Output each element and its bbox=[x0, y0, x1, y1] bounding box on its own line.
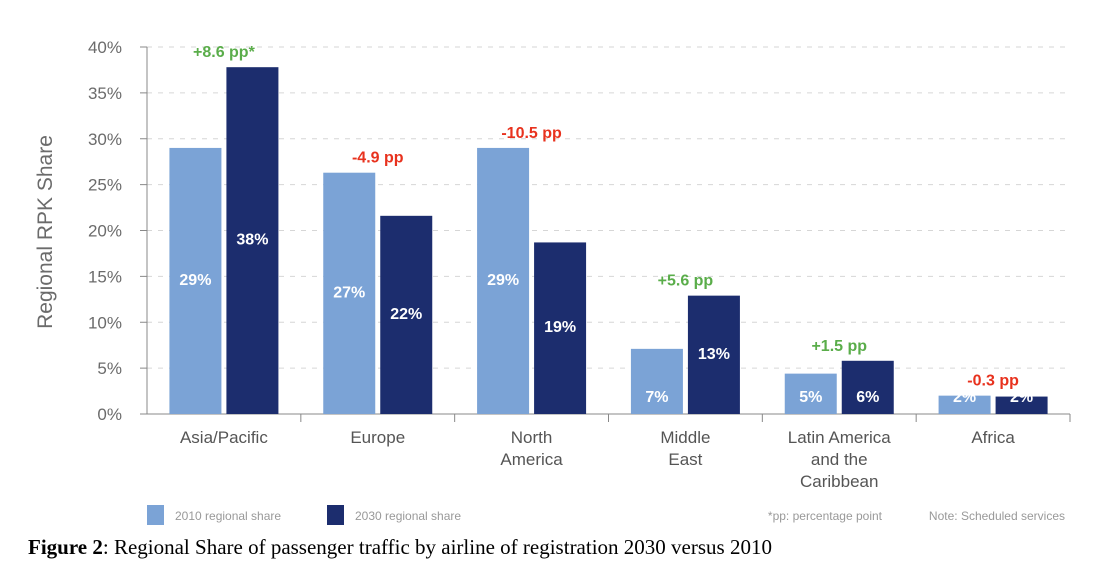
figure-caption: Figure 2: Regional Share of passenger tr… bbox=[28, 535, 772, 560]
caption-label: Figure 2 bbox=[28, 535, 103, 559]
bar-2010 bbox=[784, 373, 837, 414]
category-label: Africa bbox=[971, 428, 1015, 447]
category-label: Latin America bbox=[788, 428, 892, 447]
bar-value-label: 22% bbox=[390, 306, 422, 323]
bar-2010 bbox=[477, 147, 530, 415]
change-label: +1.5 pp bbox=[811, 338, 867, 355]
bar-chart: 0% 5% 10% 15% 20% 25% 30% 35% 40% Regional RPK Sh… bbox=[34, 38, 1071, 525]
category-label: Europe bbox=[350, 428, 405, 447]
bar-2030 bbox=[995, 396, 1048, 414]
bar-value-label: 27% bbox=[333, 284, 365, 301]
category-label: Caribbean bbox=[800, 472, 878, 491]
change-label: -0.3 pp bbox=[967, 373, 1019, 390]
category-label: America bbox=[500, 450, 563, 469]
bar-2030 bbox=[687, 295, 740, 414]
footnote: *pp: percentage point bbox=[768, 509, 883, 523]
bar-value-label: 6% bbox=[856, 389, 879, 406]
bar-2010 bbox=[630, 348, 683, 414]
legend-label: 2010 regional share bbox=[175, 509, 281, 523]
bar-value-label: 29% bbox=[179, 272, 211, 289]
bar-2030 bbox=[226, 67, 279, 414]
y-tick-label: 0% bbox=[97, 405, 122, 424]
bar-value-label: 5% bbox=[799, 389, 822, 406]
y-axis-label: Regional RPK Share bbox=[34, 135, 57, 329]
y-tick-label: 15% bbox=[88, 267, 122, 286]
change-label: +8.6 pp* bbox=[193, 44, 256, 61]
bar-2030 bbox=[380, 215, 433, 414]
legend-label: 2030 regional share bbox=[355, 509, 461, 523]
change-label: -10.5 pp bbox=[501, 125, 562, 142]
bar-value-label: 2% bbox=[1010, 389, 1033, 406]
y-tick-label: 25% bbox=[88, 176, 122, 195]
bar-value-label: 38% bbox=[236, 232, 268, 249]
bar-value-label: 13% bbox=[698, 346, 730, 363]
y-tick-label: 40% bbox=[88, 38, 122, 57]
bar-2010 bbox=[169, 147, 222, 415]
bar-2030 bbox=[841, 360, 894, 414]
category-label: and the bbox=[811, 450, 868, 469]
y-tick-label: 10% bbox=[88, 313, 122, 332]
category-label: Asia/Pacific bbox=[180, 428, 268, 447]
bar-value-label: 2% bbox=[953, 389, 976, 406]
y-tick-label: 30% bbox=[88, 130, 122, 149]
bar-value-label: 29% bbox=[487, 272, 519, 289]
legend-swatch bbox=[147, 505, 164, 525]
category-label: North bbox=[511, 428, 553, 447]
note: Note: Scheduled services bbox=[929, 509, 1065, 523]
y-tick-label: 35% bbox=[88, 84, 122, 103]
caption-text: : Regional Share of passenger traffic by… bbox=[102, 535, 772, 559]
bar-2030 bbox=[534, 242, 587, 414]
bar-value-label: 7% bbox=[645, 389, 668, 406]
change-label: +5.6 pp bbox=[658, 273, 714, 290]
category-label: East bbox=[668, 450, 702, 469]
y-tick-label: 20% bbox=[88, 222, 122, 241]
bar-2010 bbox=[938, 395, 991, 414]
change-label: -4.9 pp bbox=[352, 150, 404, 167]
legend-swatch bbox=[327, 505, 344, 525]
bar-value-label: 19% bbox=[544, 319, 576, 336]
bar-2010 bbox=[323, 172, 376, 414]
y-tick-label: 5% bbox=[97, 359, 122, 378]
category-label: Middle bbox=[660, 428, 710, 447]
